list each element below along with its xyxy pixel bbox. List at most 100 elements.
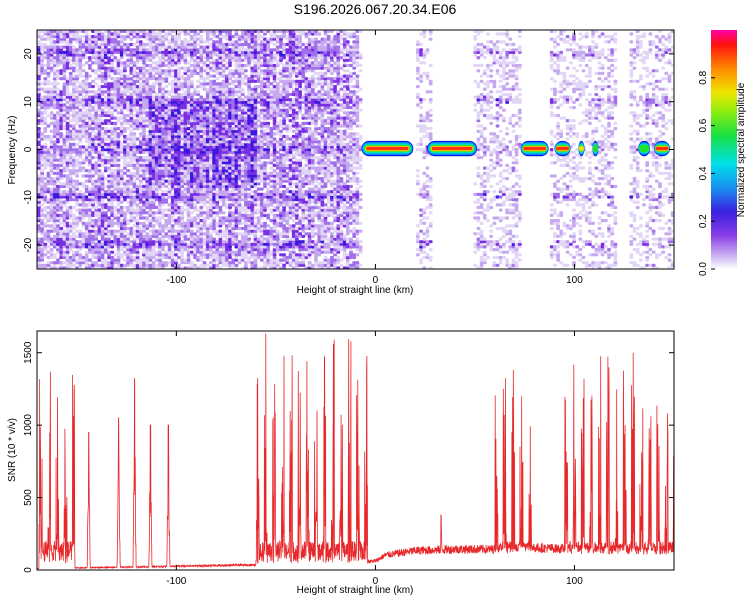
- heatmap-cell: [116, 69, 121, 73]
- heatmap-cell: [97, 121, 102, 125]
- heatmap-cell: [37, 237, 41, 241]
- heatmap-cell: [100, 63, 105, 68]
- heatmap-cell: [94, 77, 99, 81]
- heatmap-cell: [49, 187, 54, 191]
- heatmap-cell: [81, 53, 86, 57]
- heatmap-cell: [94, 213, 99, 217]
- heatmap-cell: [110, 261, 115, 265]
- heatmap-cell: [126, 200, 130, 204]
- heatmap-cell: [46, 100, 51, 104]
- heatmap-cell: [37, 95, 41, 99]
- heatmap-cell: [75, 242, 79, 246]
- heatmap-cell: [84, 187, 89, 191]
- heatmap-cell: [116, 61, 121, 65]
- heatmap-cell: [116, 119, 121, 123]
- heatmap-cell: [103, 169, 108, 173]
- heatmap-cell: [110, 198, 115, 202]
- heatmap-cell: [49, 100, 54, 104]
- heatmap-cell: [46, 32, 51, 36]
- heatmap-cell: [97, 187, 102, 191]
- heatmap-cell: [116, 127, 121, 131]
- heatmap-cell: [40, 245, 44, 249]
- heatmap-cell: [129, 263, 134, 267]
- heatmap-cell: [72, 187, 76, 191]
- heatmap-cell: [40, 224, 44, 228]
- heatmap-cell: [59, 171, 64, 175]
- heatmap-cell: [43, 266, 48, 269]
- heatmap-cell: [94, 229, 99, 233]
- heatmap-cell: [81, 242, 86, 246]
- heatmap-cell: [100, 177, 105, 181]
- heatmap-cell: [240, 87, 245, 91]
- heatmap-cell: [37, 177, 41, 181]
- heatmap-cell: [116, 132, 121, 136]
- heatmap-cell: [56, 77, 60, 81]
- heatmap-cell: [110, 156, 115, 160]
- heatmap-cell: [68, 195, 73, 199]
- heatmap-cell: [110, 61, 115, 65]
- heatmap-cell: [43, 187, 48, 191]
- heatmap-cell: [116, 66, 121, 70]
- heatmap-cell: [123, 211, 127, 215]
- heatmap-cell: [62, 255, 67, 260]
- heatmap-cell: [37, 119, 41, 123]
- heatmap-cell: [62, 153, 67, 157]
- heatmap-cell: [119, 169, 124, 173]
- heatmap-cell: [113, 177, 118, 181]
- heatmap-cell: [123, 116, 127, 120]
- heatmap-cell: [103, 245, 108, 249]
- heatmap-cell: [103, 240, 108, 244]
- heatmap-cell: [126, 113, 130, 118]
- heatmap-cell: [49, 255, 54, 260]
- heatmap-cell: [205, 63, 210, 68]
- heatmap-cell: [43, 134, 48, 139]
- heatmap-cell: [91, 261, 95, 265]
- heatmap-cell: [129, 240, 134, 244]
- heatmap-cell: [75, 56, 79, 60]
- heatmap-cell: [72, 129, 76, 133]
- heatmap-cell: [43, 108, 48, 112]
- heatmap-cell: [116, 95, 121, 99]
- heatmap-cell: [59, 198, 64, 202]
- heatmap-cell: [97, 200, 102, 204]
- heatmap-cell: [119, 226, 124, 231]
- heatmap-cell: [100, 35, 105, 39]
- heatmap-cell: [110, 184, 115, 189]
- heatmap-cell: [116, 137, 121, 141]
- heatmap-cell: [123, 219, 127, 223]
- heatmap-cell: [56, 100, 60, 104]
- heatmap-cell: [72, 85, 76, 89]
- heatmap-cell: [68, 255, 73, 260]
- heatmap-cell: [56, 187, 60, 191]
- heatmap-cell: [75, 148, 79, 152]
- heatmap-cell: [91, 226, 95, 231]
- heatmap-cell: [59, 226, 64, 231]
- heatmap-cell: [46, 74, 51, 78]
- heatmap-cell: [84, 92, 89, 97]
- heatmap-cell: [91, 69, 95, 73]
- heatmap-cell: [84, 56, 89, 60]
- heatmap-cell: [126, 219, 130, 223]
- heatmap-cell: [62, 108, 67, 112]
- heatmap-cell: [65, 40, 70, 44]
- heatmap-cell: [68, 50, 73, 54]
- heatmap-cell: [135, 219, 140, 223]
- heatmap-cell: [49, 50, 54, 54]
- heatmap-cell: [123, 90, 127, 94]
- heatmap-cell: [40, 248, 44, 252]
- heatmap-cell: [113, 137, 118, 141]
- heatmap-cell: [103, 158, 108, 162]
- heatmap-cell: [43, 245, 48, 249]
- heatmap-cell: [91, 166, 95, 170]
- heatmap-cell: [68, 150, 73, 154]
- heatmap-cell: [100, 242, 105, 246]
- heatmap-cell: [126, 32, 130, 36]
- heatmap-cell: [72, 98, 76, 102]
- heatmap-cell: [81, 85, 86, 89]
- heatmap-cell: [40, 221, 44, 225]
- heatmap-cell: [129, 234, 134, 238]
- heatmap-cell: [113, 229, 118, 233]
- heatmap-cell: [113, 148, 118, 152]
- heatmap-cell: [37, 263, 41, 267]
- heatmap-cell: [88, 150, 92, 154]
